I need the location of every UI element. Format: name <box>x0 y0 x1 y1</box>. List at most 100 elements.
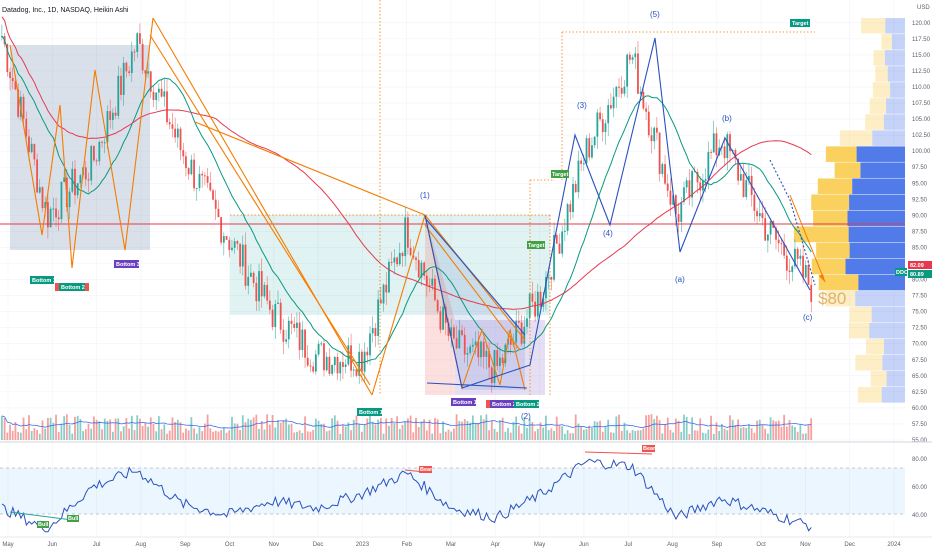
price-tick: 77.50 <box>912 294 928 300</box>
bull-1-label[interactable]: Bull <box>37 521 49 528</box>
time-tick: Oct <box>225 542 235 548</box>
wave-2-label: (2) <box>521 412 531 421</box>
elliott-wave-lines <box>424 37 816 389</box>
volume-profile <box>793 18 905 403</box>
time-tick: 2023 <box>356 542 370 548</box>
svg-text:Bottom 2: Bottom 2 <box>492 402 516 408</box>
price-tick: 60.00 <box>912 406 928 412</box>
svg-text:Bottom 1: Bottom 1 <box>32 278 56 284</box>
target-right-label[interactable]: Target <box>790 19 810 27</box>
price-tick: 65.00 <box>912 374 928 380</box>
candles <box>1 23 813 393</box>
target-may-label[interactable]: Target <box>551 170 569 178</box>
price-tick: 72.50 <box>912 326 928 332</box>
rsi-tick: 40.00 <box>912 513 928 519</box>
bottom3-left-label[interactable]: Bottom 3 <box>114 260 140 268</box>
price-axis: USD 120.00 117.50 115.00 112.50 110.00 107.50… <box>905 0 932 444</box>
target-arrow <box>789 194 826 283</box>
rsi-axis: 80.00 60.00 40.00 <box>912 457 928 519</box>
rsi-band <box>0 468 905 514</box>
price-tick: 67.50 <box>912 358 928 364</box>
price-tick: 120.00 <box>912 21 931 27</box>
symbol-title: Datadog, Inc., 1D, NASDAQ, Heikin Ashi <box>2 7 129 14</box>
svg-text:Target: Target <box>792 21 809 27</box>
bear-1-label[interactable]: Bear <box>419 466 433 473</box>
time-tick: Jul <box>624 542 632 548</box>
wave-a-label: (a) <box>675 275 685 284</box>
time-axis: May Jun Jul Aug Sep Oct Nov Dec 2023 Feb Mar Apr May… <box>2 542 901 548</box>
rsi-line <box>1 458 812 533</box>
time-tick: Dec <box>844 542 855 548</box>
wave-c-label: (c) <box>803 313 813 322</box>
price-tick: 117.50 <box>912 37 931 43</box>
price-tick: 80.00 <box>912 278 928 284</box>
time-tick: Dec <box>313 542 324 548</box>
ma-badge: 82.09 <box>910 263 924 269</box>
price-tick: 107.50 <box>912 101 931 107</box>
wave-1-label: (1) <box>420 191 430 200</box>
price-tick: 75.00 <box>912 310 928 316</box>
svg-text:Bottom 2: Bottom 2 <box>61 285 85 291</box>
price-tick: 87.50 <box>912 229 928 235</box>
price-tick: 115.00 <box>912 53 931 59</box>
svg-text:Bull: Bull <box>38 522 49 528</box>
ticker-badge: DDOG <box>896 270 913 276</box>
price-tick: 110.00 <box>912 85 931 91</box>
price-tick: 57.50 <box>912 422 928 428</box>
wave-4-label: (4) <box>603 229 613 238</box>
time-tick: 2024 <box>887 542 901 548</box>
time-tick: Aug <box>667 542 678 548</box>
svg-text:Bottom 3: Bottom 3 <box>116 262 140 268</box>
time-tick: May <box>2 542 13 548</box>
fast-moving-average <box>1 35 812 364</box>
volume-moving-average <box>1 415 812 429</box>
price-badge: 80.89 <box>910 272 924 278</box>
price-tick: 55.00 <box>912 438 928 444</box>
bottom1-mid-label[interactable]: Bottom 1 <box>357 408 383 416</box>
svg-text:Bottom 2: Bottom 2 <box>516 402 540 408</box>
target-may-low-label[interactable]: Target <box>527 241 545 249</box>
svg-text:Target: Target <box>528 243 545 249</box>
bottom1-left-label[interactable]: Bottom 1 <box>30 276 56 284</box>
time-tick: Jun <box>579 542 589 548</box>
price-tick: 70.00 <box>912 342 928 348</box>
bottom2-left-label[interactable]: Bottom 2 <box>55 283 89 291</box>
wave-3-label: (3) <box>577 101 587 110</box>
svg-text:Target: Target <box>552 172 569 178</box>
price-tick: 85.00 <box>912 245 928 251</box>
bull-2-label[interactable]: Bull <box>67 515 79 522</box>
dotted-markers <box>230 0 815 395</box>
time-tick: Feb <box>402 542 413 548</box>
price-badges: DDOG 82.09 80.89 <box>895 261 932 278</box>
wave-labels: (1) (2) (3) (4) (5) (a) (b) (c) <box>420 10 813 421</box>
bottom2-right-label[interactable]: Bottom 2 <box>486 400 516 408</box>
time-tick: Oct <box>756 542 766 548</box>
price-tick: 95.00 <box>912 181 928 187</box>
svg-text:Bear: Bear <box>643 446 656 452</box>
time-tick: Sep <box>711 542 722 548</box>
price-tick: 62.50 <box>912 390 928 396</box>
currency-label: USD <box>917 5 930 11</box>
rsi-tick: 60.00 <box>912 485 928 491</box>
svg-text:Bull: Bull <box>68 516 79 522</box>
price-tick: 102.50 <box>912 133 931 139</box>
rsi-tick: 80.00 <box>912 457 928 463</box>
bottom2-right-b-label[interactable]: Bottom 2 <box>514 400 540 408</box>
time-tick: Mar <box>446 542 456 548</box>
time-tick: Jun <box>47 542 57 548</box>
bear-2-label[interactable]: Bear <box>642 445 656 452</box>
pattern-labels: Bottom 1 Bottom 2 Bottom 3 Bottom 1 Bott… <box>30 19 810 528</box>
time-tick: Nov <box>268 542 279 548</box>
bottom1-right-label[interactable]: Bottom 1 <box>451 398 477 406</box>
price-tick: 92.50 <box>912 197 928 203</box>
price-target-label: $80 <box>818 289 846 308</box>
price-tick: 97.50 <box>912 165 928 171</box>
time-tick: Apr <box>491 542 500 548</box>
svg-text:Bear: Bear <box>420 467 433 473</box>
time-tick: Nov <box>800 542 811 548</box>
volume-bars <box>1 414 813 440</box>
grid-lines <box>0 0 905 537</box>
time-tick: Sep <box>180 542 191 548</box>
